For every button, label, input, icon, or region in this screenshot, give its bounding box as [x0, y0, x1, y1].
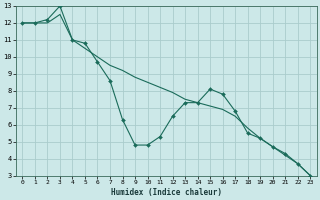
X-axis label: Humidex (Indice chaleur): Humidex (Indice chaleur) [111, 188, 222, 197]
